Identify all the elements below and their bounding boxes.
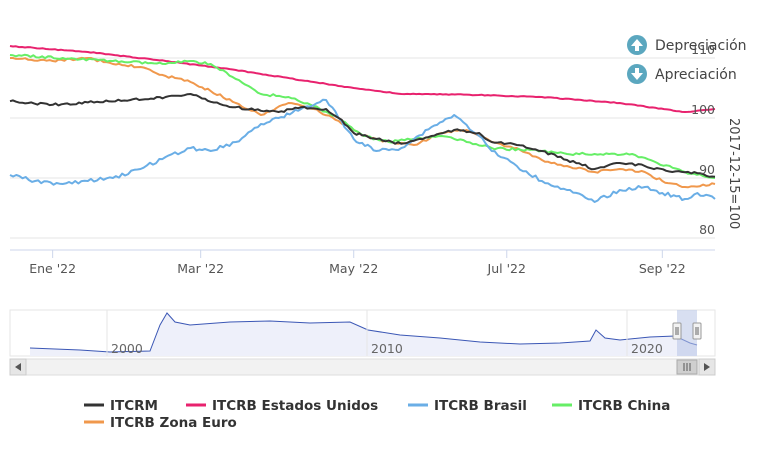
navigator-label-2020: 2020 bbox=[631, 341, 663, 356]
y-tick-label: 80 bbox=[699, 222, 715, 237]
apreciacion-annotation: Apreciación bbox=[627, 64, 737, 84]
legend-item-label[interactable]: ITCRB Brasil bbox=[434, 398, 527, 414]
navigator-area bbox=[30, 313, 697, 356]
scrollbar[interactable] bbox=[9, 358, 716, 376]
legend-item-label[interactable]: ITCRB Zona Euro bbox=[110, 415, 237, 431]
series-line-itcrb-zona-euro bbox=[10, 56, 716, 189]
depreciacion-annotation: Depreciación bbox=[627, 35, 747, 55]
y-tick-label: 90 bbox=[699, 162, 715, 177]
navigator-label-2000: 2000 bbox=[111, 341, 143, 356]
grid bbox=[10, 57, 715, 251]
series-layer bbox=[9, 45, 716, 203]
y-axis: 80 90 100 110 bbox=[691, 42, 715, 237]
legend-item-label[interactable]: ITCRB China bbox=[578, 398, 670, 414]
legend: ITCRM ITCRB Estados Unidos ITCRB Brasil ITC… bbox=[84, 398, 670, 431]
x-tick-label: Ene '22 bbox=[29, 261, 76, 276]
legend-item-label[interactable]: ITCRM bbox=[110, 398, 158, 414]
legend-item-label[interactable]: ITCRB Estados Unidos bbox=[212, 398, 378, 414]
navigator-label-2010: 2010 bbox=[371, 341, 403, 356]
y-tick-label: 100 bbox=[691, 102, 715, 117]
y-tick-label: 110 bbox=[691, 42, 715, 57]
navigator-handle-left[interactable] bbox=[672, 322, 682, 340]
x-tick-label: Jul '22 bbox=[487, 261, 526, 276]
series-line-itcrb-estados-unidos bbox=[9, 45, 716, 113]
x-tick-label: Sep '22 bbox=[639, 261, 686, 276]
scrollbar-track[interactable] bbox=[9, 358, 716, 376]
navigator[interactable]: 2000 2010 2020 bbox=[9, 309, 716, 357]
series-line-itcrm bbox=[9, 93, 716, 178]
series-line-itcrb-brasil bbox=[9, 98, 716, 203]
navigator-handle-right[interactable] bbox=[692, 322, 702, 340]
x-tick-label: May '22 bbox=[329, 261, 378, 276]
series-line-itcrb-china bbox=[9, 53, 716, 179]
navigator-series bbox=[29, 312, 698, 353]
y-axis-label: 2017-12-15=100 bbox=[726, 118, 741, 229]
x-tick-label: Mar '22 bbox=[177, 261, 224, 276]
navigator-selection[interactable] bbox=[677, 310, 697, 356]
x-axis: Ene '22 Mar '22 May '22 Jul '22 Sep '22 bbox=[29, 250, 686, 276]
apreciacion-label: Apreciación bbox=[655, 67, 737, 83]
arrow-left-icon bbox=[15, 363, 21, 371]
depreciacion-label: Depreciación bbox=[655, 38, 747, 54]
arrow-right-icon bbox=[704, 363, 710, 371]
